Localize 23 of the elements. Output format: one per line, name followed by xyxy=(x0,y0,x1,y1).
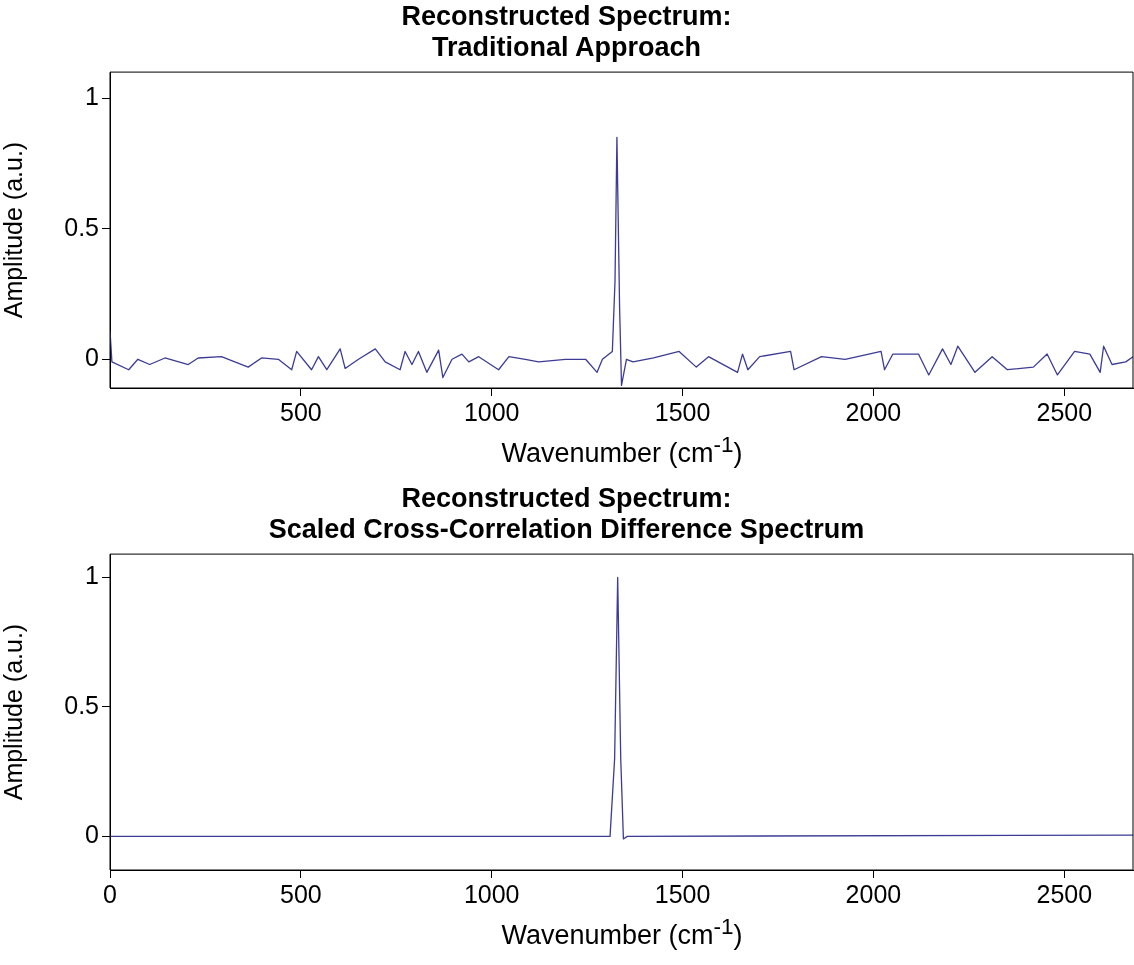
y-tick-label: 1 xyxy=(85,561,99,590)
x-tick-label: 1000 xyxy=(463,397,520,426)
y-tick-label: 0.5 xyxy=(64,212,99,241)
y-tick-label: 0 xyxy=(85,820,99,849)
y-tick-label: 1 xyxy=(85,82,99,111)
y-tick-label: 0.5 xyxy=(64,690,99,719)
x-tick-label: 1500 xyxy=(654,879,711,908)
x-tick-label: 1000 xyxy=(463,879,520,908)
x-tick-label: 500 xyxy=(280,397,322,426)
y-axis-title: Amplitude (a.u.) xyxy=(0,623,27,801)
chart-title: Reconstructed Spectrum: Traditional Approach xyxy=(401,0,732,63)
x-tick-label: 2000 xyxy=(845,397,902,426)
y-axis-title: Amplitude (a.u.) xyxy=(0,141,27,319)
x-tick-label: 500 xyxy=(280,879,322,908)
y-tick-label: 0 xyxy=(85,343,99,372)
chart-title: Reconstructed Spectrum: Scaled Cross-Correlation Difference Spectrum xyxy=(268,482,865,545)
x-tick-label: 2500 xyxy=(1036,879,1093,908)
x-tick-label: 0 xyxy=(103,879,117,908)
x-tick-label: 2500 xyxy=(1036,397,1093,426)
x-tick-label: 1500 xyxy=(654,397,711,426)
x-axis-title: Wavenumber (cm$^{-1}$) xyxy=(500,432,744,469)
x-axis-title: Wavenumber (cm$^{-1}$) xyxy=(500,914,744,951)
x-tick-label: 2000 xyxy=(845,879,902,908)
